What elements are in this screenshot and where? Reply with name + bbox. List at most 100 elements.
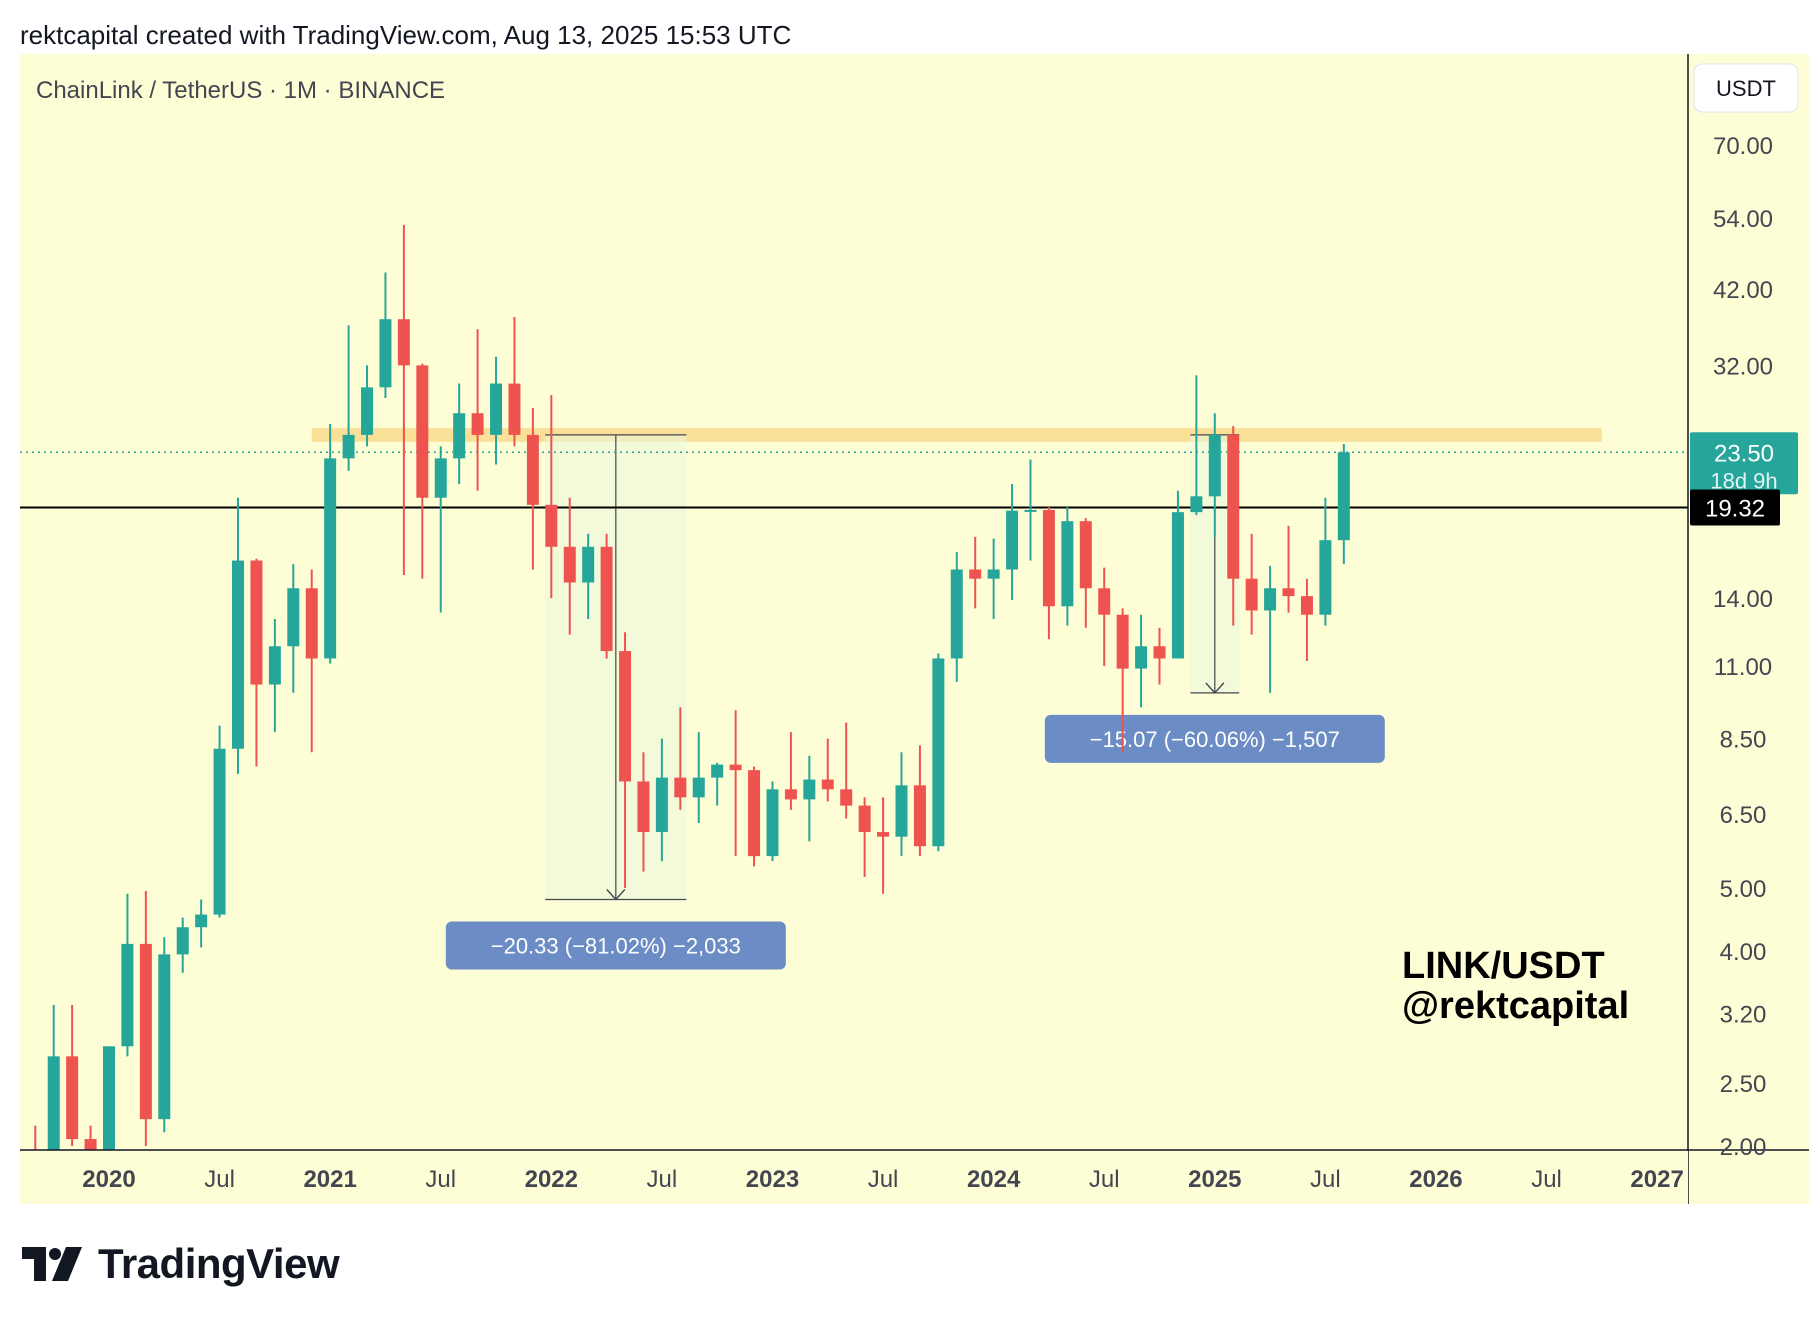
- measure-label-1[interactable]: −15.07 (−60.06%) −1,507: [1044, 714, 1385, 763]
- candle-2021-01[interactable]: [324, 423, 337, 664]
- candle-2020-09[interactable]: [250, 558, 263, 767]
- candle-2020-05[interactable]: [176, 917, 189, 973]
- candle-2022-12[interactable]: [748, 766, 761, 867]
- candle-2021-10[interactable]: [490, 356, 503, 465]
- candle-2025-04[interactable]: [1264, 565, 1277, 693]
- candle-2020-04[interactable]: [158, 937, 171, 1133]
- candle-body-2020-11: [287, 588, 300, 647]
- candle-2024-06[interactable]: [1079, 518, 1092, 628]
- candle-2024-05[interactable]: [1061, 507, 1074, 626]
- symbol-info[interactable]: ChainLink / TetherUS · 1M · BINANCE: [36, 77, 445, 104]
- time-tick-2023-07: Jul: [868, 1166, 899, 1193]
- candle-2021-09[interactable]: [471, 329, 484, 491]
- candle-2024-04[interactable]: [1042, 507, 1055, 640]
- candle-2023-11[interactable]: [950, 551, 963, 682]
- candle-2022-03[interactable]: [582, 533, 595, 619]
- candle-body-2019-11: [66, 1056, 79, 1140]
- candle-2023-08[interactable]: [895, 752, 908, 857]
- candle-2019-12[interactable]: [84, 1125, 97, 1184]
- candle-2020-07[interactable]: [213, 725, 226, 918]
- horizontal-line-label[interactable]: 19.32: [1690, 489, 1780, 526]
- candle-body-2022-10: [711, 764, 724, 778]
- candle-2024-08[interactable]: [1116, 608, 1129, 753]
- candle-2023-04[interactable]: [821, 738, 834, 802]
- candle-2022-10[interactable]: [711, 762, 724, 806]
- candle-2023-12[interactable]: [969, 536, 982, 609]
- candle-2020-01[interactable]: [103, 1046, 115, 1183]
- candle-2023-09[interactable]: [913, 745, 926, 857]
- candle-2020-08[interactable]: [232, 497, 245, 774]
- candle-2021-12[interactable]: [526, 408, 539, 570]
- candle-2023-01[interactable]: [766, 781, 779, 862]
- candle-2024-09[interactable]: [1135, 614, 1148, 708]
- candle-body-2023-04: [821, 779, 834, 790]
- candle-2022-06[interactable]: [637, 752, 650, 872]
- candle-2023-02[interactable]: [784, 732, 797, 810]
- candle-2019-10[interactable]: [47, 1005, 60, 1192]
- candle-2025-07[interactable]: [1319, 497, 1332, 626]
- candle-2025-05[interactable]: [1282, 525, 1295, 613]
- candle-2024-12[interactable]: [1190, 375, 1203, 516]
- candle-2023-10[interactable]: [932, 653, 945, 852]
- candle-body-2022-06: [637, 781, 650, 833]
- price-tick-2.00: 2.00: [1720, 1134, 1767, 1161]
- time-tick-2023-01: 2023: [746, 1166, 799, 1193]
- candle-body-2023-02: [784, 789, 797, 800]
- candle-2021-02[interactable]: [342, 325, 355, 471]
- candle-2025-08[interactable]: [1337, 444, 1350, 565]
- currency-button[interactable]: USDT: [1693, 63, 1799, 113]
- candle-2019-09[interactable]: [29, 1125, 41, 1218]
- candle-2022-11[interactable]: [729, 710, 742, 857]
- candle-2020-12[interactable]: [305, 569, 318, 753]
- candle-2022-08[interactable]: [674, 707, 687, 810]
- candle-2021-06[interactable]: [416, 363, 429, 579]
- candle-2025-06[interactable]: [1300, 578, 1313, 661]
- candle-2020-06[interactable]: [195, 899, 208, 948]
- candle-body-2021-08: [453, 413, 466, 459]
- candle-2020-11[interactable]: [287, 564, 300, 693]
- candle-2025-03[interactable]: [1245, 533, 1258, 635]
- candle-body-2021-02: [342, 434, 355, 459]
- price-tick-4.00: 4.00: [1720, 939, 1767, 966]
- candle-2022-09[interactable]: [692, 732, 705, 823]
- candle-2025-02[interactable]: [1227, 426, 1240, 626]
- candle-2021-05[interactable]: [397, 224, 410, 575]
- candle-2021-11[interactable]: [508, 317, 521, 447]
- candle-2020-03[interactable]: [139, 890, 152, 1146]
- time-tick-2026-01: 2026: [1409, 1166, 1462, 1193]
- time-tick-2025-01: 2025: [1188, 1166, 1241, 1193]
- candle-body-2020-08: [232, 560, 245, 749]
- candle-2022-07[interactable]: [655, 738, 668, 862]
- tradingview-brand[interactable]: TradingView: [22, 1240, 340, 1288]
- candle-2021-08[interactable]: [453, 383, 466, 484]
- candle-2020-02[interactable]: [121, 893, 134, 1057]
- candle-body-2023-01: [766, 789, 779, 857]
- candle-2021-03[interactable]: [361, 365, 374, 447]
- candle-body-2020-02: [121, 943, 134, 1047]
- candle-2021-07[interactable]: [434, 446, 447, 613]
- candle-2024-02[interactable]: [1006, 483, 1019, 601]
- candle-2022-02[interactable]: [563, 497, 576, 635]
- measure-label-text-1: −15.07 (−60.06%) −1,507: [1090, 727, 1340, 752]
- candle-body-2020-05: [176, 927, 189, 955]
- measure-label-0[interactable]: −20.33 (−81.02%) −2,033: [445, 921, 786, 970]
- candle-2025-01[interactable]: [1208, 413, 1221, 537]
- candle-2023-03[interactable]: [803, 755, 816, 842]
- candle-2024-03[interactable]: [1024, 459, 1037, 561]
- candle-2024-07[interactable]: [1098, 567, 1111, 667]
- candle-2024-11[interactable]: [1171, 490, 1184, 659]
- candle-2023-05[interactable]: [840, 722, 853, 819]
- current-price-countdown: 18d 9h: [1710, 468, 1777, 493]
- candle-2023-06[interactable]: [858, 797, 871, 877]
- candle-2024-10[interactable]: [1153, 627, 1166, 685]
- candle-2022-05[interactable]: [619, 632, 632, 889]
- candle-2024-01[interactable]: [987, 538, 1000, 619]
- candle-2019-11[interactable]: [66, 1005, 79, 1146]
- candle-2022-01[interactable]: [545, 395, 558, 599]
- candle-2022-04[interactable]: [600, 533, 613, 659]
- candle-2023-07[interactable]: [877, 797, 890, 894]
- candle-2021-04[interactable]: [379, 272, 392, 398]
- candle-2020-10[interactable]: [268, 618, 281, 733]
